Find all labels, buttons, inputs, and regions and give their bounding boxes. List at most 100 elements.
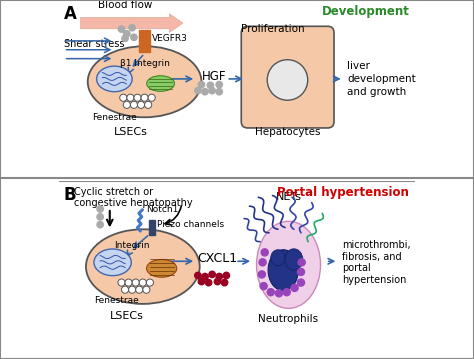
Text: Fenestrae: Fenestrae [94,296,138,305]
Ellipse shape [94,249,131,276]
Text: and growth: and growth [347,87,406,97]
Text: Proliferation: Proliferation [241,24,304,34]
Ellipse shape [268,250,298,290]
Circle shape [125,279,132,286]
Ellipse shape [97,66,132,92]
Circle shape [221,279,228,286]
Circle shape [136,286,143,293]
Circle shape [267,60,308,100]
Text: microthrombi,: microthrombi, [342,239,410,250]
Circle shape [298,259,305,266]
Ellipse shape [256,221,320,308]
Circle shape [121,286,128,293]
Text: hypertension: hypertension [342,275,406,285]
Text: Development: Development [321,5,410,18]
Circle shape [216,273,222,280]
Circle shape [202,273,208,280]
Circle shape [198,81,205,88]
Circle shape [198,278,205,285]
Circle shape [267,289,274,296]
Circle shape [124,31,130,37]
Circle shape [143,286,150,293]
Text: Hepatocytes: Hepatocytes [255,127,320,137]
Text: CXCL1: CXCL1 [197,252,237,265]
Circle shape [195,88,201,94]
Text: Integrin: Integrin [114,242,150,251]
Circle shape [202,89,208,95]
Circle shape [283,289,290,296]
Bar [153,220,155,235]
Circle shape [297,279,304,286]
Circle shape [209,88,215,94]
Circle shape [139,279,146,286]
Circle shape [297,269,304,275]
Circle shape [148,94,155,101]
Text: HGF: HGF [201,70,226,83]
Text: portal: portal [342,264,371,273]
Bar [149,220,152,235]
Circle shape [130,101,137,108]
Circle shape [214,278,221,285]
Circle shape [261,249,268,256]
Text: Neutrophils: Neutrophils [258,313,319,323]
Circle shape [97,206,103,212]
Circle shape [195,272,201,279]
Circle shape [209,271,215,278]
Circle shape [207,82,214,89]
Text: congestive hepatopathy: congestive hepatopathy [73,199,192,208]
Circle shape [132,279,139,286]
Bar [146,30,150,52]
Circle shape [131,34,137,41]
Text: Shear stress: Shear stress [64,39,124,50]
Text: β1 Integrin: β1 Integrin [120,60,170,69]
Ellipse shape [285,249,303,270]
Circle shape [122,35,128,42]
Text: VEGFR3: VEGFR3 [153,34,188,43]
FancyBboxPatch shape [241,26,334,128]
Text: Fenestrae: Fenestrae [92,113,137,122]
Circle shape [118,279,125,286]
Circle shape [223,272,229,279]
Text: Blood flow: Blood flow [98,0,152,10]
Circle shape [259,259,266,266]
Circle shape [128,286,136,293]
Ellipse shape [271,250,285,266]
Text: development: development [347,74,416,84]
Circle shape [134,94,141,101]
Circle shape [216,81,222,88]
Circle shape [118,26,125,32]
Ellipse shape [147,76,174,91]
Circle shape [97,214,103,220]
Circle shape [275,290,283,297]
Ellipse shape [88,46,201,117]
Circle shape [120,94,127,101]
Circle shape [216,89,222,95]
Text: Notch1: Notch1 [146,205,179,214]
Circle shape [260,283,267,290]
Text: NETs: NETs [275,192,301,202]
Text: B: B [64,186,76,204]
Circle shape [127,94,134,101]
Text: LSECs: LSECs [110,311,144,321]
Text: Cyclic stretch or: Cyclic stretch or [73,187,153,197]
Text: fibrosis, and: fibrosis, and [342,252,401,262]
Circle shape [123,101,130,108]
Ellipse shape [86,229,200,304]
Text: A: A [64,5,76,23]
Circle shape [258,271,265,278]
Circle shape [129,24,136,31]
Circle shape [146,279,154,286]
Circle shape [291,284,298,292]
Text: Portal hypertension: Portal hypertension [277,186,410,199]
Circle shape [141,94,148,101]
Bar [139,30,144,52]
Text: LSECs: LSECs [113,127,147,137]
Text: Piezo channels: Piezo channels [157,220,224,229]
Ellipse shape [146,260,177,277]
Circle shape [97,222,103,228]
FancyArrow shape [81,14,183,32]
Circle shape [205,279,212,286]
Text: liver: liver [347,61,370,71]
Circle shape [145,101,152,108]
Circle shape [137,101,145,108]
